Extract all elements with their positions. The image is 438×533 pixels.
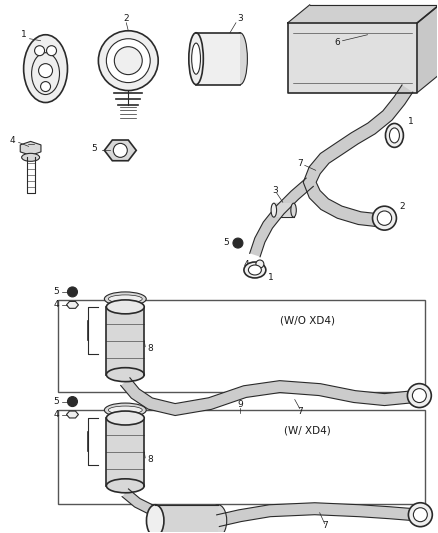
- Text: 2: 2: [399, 201, 405, 211]
- Text: 4: 4: [54, 301, 59, 309]
- Ellipse shape: [209, 505, 227, 533]
- Polygon shape: [288, 23, 417, 93]
- Text: (W/ XD4): (W/ XD4): [284, 425, 331, 435]
- Text: 4: 4: [10, 136, 15, 145]
- Bar: [155, 505, 218, 533]
- Ellipse shape: [104, 403, 146, 417]
- Text: 2: 2: [124, 14, 129, 23]
- Circle shape: [67, 397, 78, 407]
- Circle shape: [372, 206, 396, 230]
- Text: 1: 1: [21, 30, 26, 39]
- Ellipse shape: [106, 300, 144, 314]
- Ellipse shape: [189, 33, 203, 85]
- Bar: [57, 300, 425, 392]
- Circle shape: [99, 31, 158, 91]
- Circle shape: [256, 260, 264, 268]
- Text: 1: 1: [407, 117, 413, 126]
- Text: 3: 3: [237, 14, 243, 23]
- Polygon shape: [20, 141, 41, 155]
- Ellipse shape: [244, 262, 266, 278]
- Text: 7: 7: [297, 159, 303, 168]
- Circle shape: [413, 508, 427, 522]
- Text: 8: 8: [147, 344, 153, 353]
- Ellipse shape: [385, 124, 403, 148]
- Polygon shape: [417, 5, 438, 93]
- Ellipse shape: [291, 203, 296, 217]
- Polygon shape: [250, 178, 313, 257]
- Polygon shape: [67, 411, 78, 418]
- Text: (W/O XD4): (W/O XD4): [280, 315, 335, 325]
- Circle shape: [46, 46, 57, 55]
- Circle shape: [67, 287, 78, 297]
- Polygon shape: [303, 85, 413, 227]
- Ellipse shape: [108, 406, 142, 414]
- Ellipse shape: [192, 43, 201, 74]
- Ellipse shape: [271, 203, 276, 217]
- Circle shape: [41, 82, 50, 92]
- Circle shape: [407, 384, 431, 408]
- Text: 6: 6: [335, 38, 340, 47]
- Ellipse shape: [248, 265, 261, 275]
- Bar: [106, 307, 144, 375]
- Text: 1: 1: [268, 273, 274, 282]
- Text: 7: 7: [297, 407, 303, 416]
- Ellipse shape: [104, 292, 146, 306]
- Text: 8: 8: [147, 455, 153, 464]
- Ellipse shape: [106, 479, 144, 493]
- Polygon shape: [67, 302, 78, 308]
- Circle shape: [113, 143, 127, 157]
- Bar: [196, 33, 240, 85]
- Circle shape: [233, 238, 243, 248]
- Circle shape: [114, 47, 142, 75]
- Polygon shape: [122, 489, 155, 515]
- Circle shape: [413, 389, 426, 402]
- Circle shape: [408, 503, 432, 527]
- Polygon shape: [104, 140, 136, 161]
- Text: 5: 5: [53, 287, 60, 296]
- Circle shape: [39, 63, 53, 78]
- Text: 5: 5: [53, 397, 60, 406]
- Circle shape: [106, 39, 150, 83]
- Circle shape: [377, 211, 392, 225]
- Ellipse shape: [389, 128, 399, 143]
- Text: 4: 4: [54, 410, 59, 419]
- Polygon shape: [217, 503, 415, 527]
- Bar: [274, 203, 293, 217]
- Text: 7: 7: [322, 521, 328, 530]
- Bar: [106, 418, 144, 486]
- Text: 5: 5: [223, 238, 229, 247]
- Text: 9: 9: [237, 400, 243, 409]
- Ellipse shape: [21, 154, 39, 161]
- Ellipse shape: [233, 33, 247, 85]
- Text: 4: 4: [243, 260, 249, 269]
- Text: 5: 5: [92, 144, 97, 153]
- Bar: [57, 409, 425, 504]
- Ellipse shape: [106, 368, 144, 382]
- Text: 3: 3: [272, 185, 278, 195]
- Ellipse shape: [24, 35, 67, 102]
- Polygon shape: [121, 378, 415, 416]
- Ellipse shape: [106, 411, 144, 425]
- Circle shape: [35, 46, 45, 55]
- Ellipse shape: [108, 295, 142, 303]
- Ellipse shape: [146, 505, 164, 533]
- Polygon shape: [288, 5, 438, 23]
